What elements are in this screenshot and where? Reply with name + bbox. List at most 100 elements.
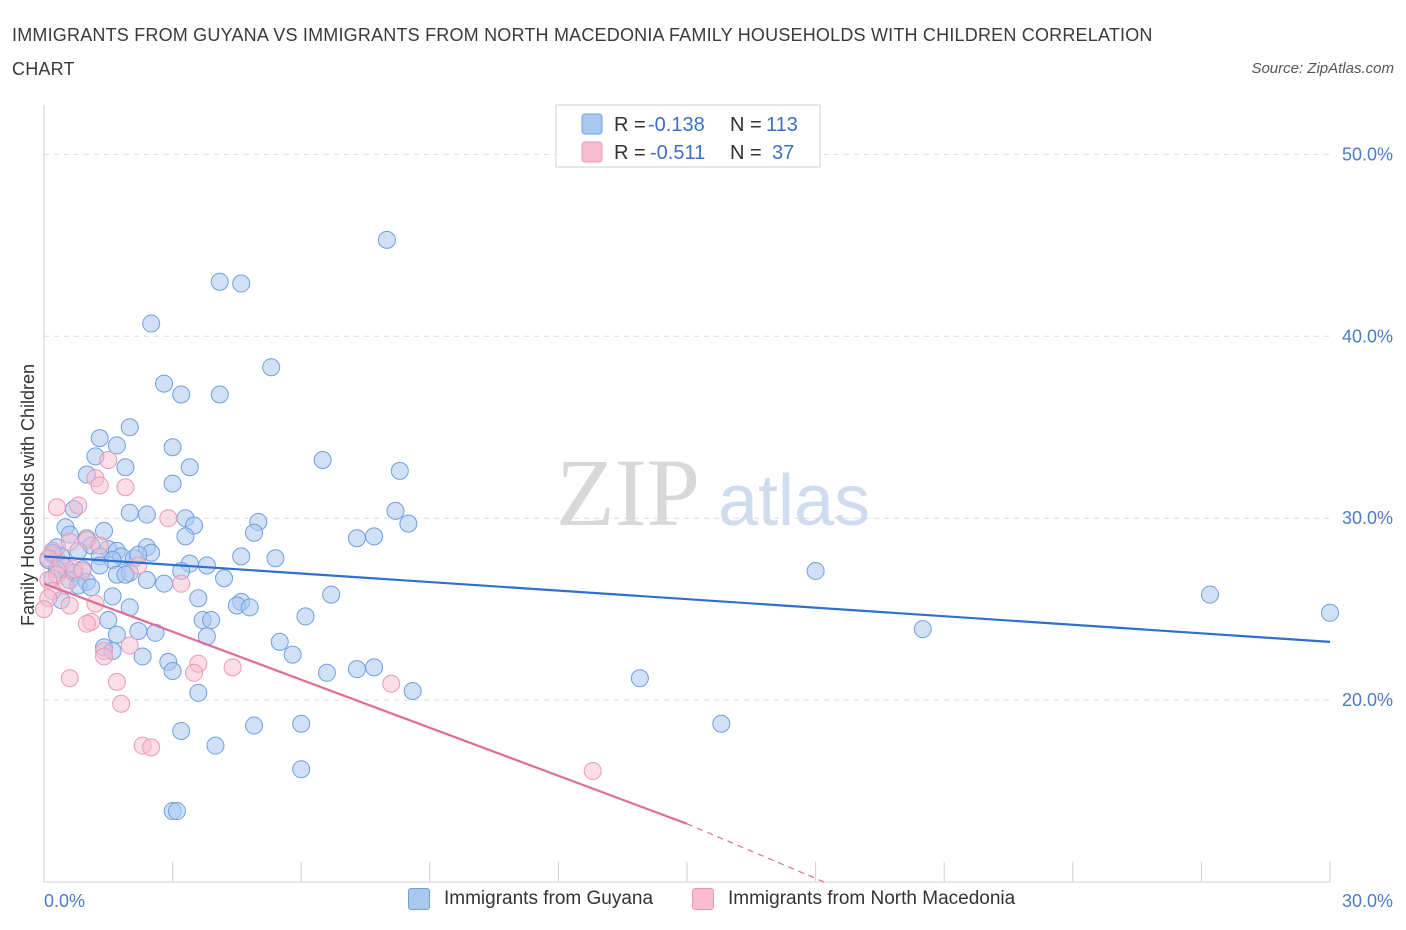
macedonia-point <box>159 509 178 528</box>
guyana-point <box>1200 585 1219 604</box>
guyana-point <box>133 647 152 666</box>
macedonia-point <box>172 574 191 593</box>
guyana-point <box>347 660 366 679</box>
macedonia-point <box>583 762 602 781</box>
watermark-atlas: atlas <box>718 461 870 541</box>
macedonia-point <box>112 694 131 713</box>
guyana-point <box>399 514 418 533</box>
guyana-point <box>107 436 126 455</box>
legend-r-label-1: R = <box>614 114 646 136</box>
legend-n-value-2: 37 <box>772 142 794 164</box>
macedonia-trend-extension <box>686 823 825 883</box>
guyana-point <box>120 503 139 522</box>
guyana-point <box>232 547 251 566</box>
macedonia-point <box>107 672 126 691</box>
macedonia-point <box>99 450 118 469</box>
guyana-point <box>167 802 186 821</box>
swatch-macedonia <box>692 888 714 910</box>
macedonia-point <box>77 614 96 633</box>
guyana-point <box>180 458 199 477</box>
guyana-point <box>215 569 234 588</box>
macedonia-point <box>69 496 88 515</box>
guyana-point <box>120 418 139 437</box>
y-axis-label: Family Households with Children <box>18 364 38 626</box>
guyana-point <box>245 716 264 735</box>
guyana-point <box>322 585 341 604</box>
macedonia-point <box>60 596 79 615</box>
macedonia-point <box>382 674 401 693</box>
guyana-point <box>347 529 366 548</box>
legend-label-guyana: Immigrants from Guyana <box>444 888 654 909</box>
legend-r-value-1: -0.138 <box>648 114 705 136</box>
tick-labels: 20.0% 30.0% 40.0% 50.0% 0.0% 30.0% <box>44 144 1393 911</box>
legend-n-value-1: 113 <box>766 114 798 136</box>
guyana-point <box>137 505 156 524</box>
guyana-point <box>806 561 825 580</box>
guyana-point <box>317 663 336 682</box>
guyana-point <box>137 571 156 590</box>
macedonia-point <box>185 663 204 682</box>
guyana-point <box>172 385 191 404</box>
guyana-point <box>712 714 731 733</box>
guyana-point <box>142 314 161 333</box>
y-tick-label: 40.0% <box>1342 326 1393 346</box>
macedonia-point <box>142 738 161 757</box>
grid <box>44 153 1330 701</box>
macedonia-points <box>35 450 602 781</box>
legend-label-macedonia: Immigrants from North Macedonia <box>728 888 1016 909</box>
guyana-point <box>90 429 109 448</box>
legend-item-macedonia: Immigrants from North Macedonia <box>692 888 1015 910</box>
guyana-point <box>292 714 311 733</box>
guyana-point <box>155 574 174 593</box>
macedonia-point <box>129 556 148 575</box>
guyana-point <box>210 272 229 291</box>
guyana-point <box>365 527 384 546</box>
macedonia-trend-line <box>43 582 688 825</box>
macedonia-point <box>95 647 114 666</box>
guyana-point <box>1321 603 1339 622</box>
chart-title: IMMIGRANTS FROM GUYANA VS IMMIGRANTS FRO… <box>12 25 1153 79</box>
guyana-trend-line <box>43 555 1331 643</box>
legend-r-label-2: R = <box>614 142 646 164</box>
guyana-point <box>210 385 229 404</box>
legend-swatch-guyana <box>581 113 603 135</box>
guyana-point <box>240 598 259 617</box>
chart-source: Source: ZipAtlas.com <box>1251 60 1394 77</box>
macedonia-point <box>60 532 79 551</box>
x-tick-label: 0.0% <box>44 891 85 911</box>
guyana-point <box>630 669 649 688</box>
y-tick-label: 50.0% <box>1342 144 1393 164</box>
guyana-point <box>172 722 191 741</box>
guyana-point <box>155 374 174 393</box>
guyana-point <box>116 458 135 477</box>
guyana-point <box>163 474 182 493</box>
y-tick-label: 30.0% <box>1342 508 1393 528</box>
guyana-point <box>176 527 195 546</box>
guyana-point <box>163 661 182 680</box>
guyana-point <box>103 587 122 606</box>
guyana-point <box>390 461 409 480</box>
guyana-point <box>189 683 208 702</box>
legend-swatch-macedonia <box>581 141 603 163</box>
guyana-point <box>377 230 396 249</box>
guyana-point <box>116 565 135 584</box>
macedonia-point <box>116 478 135 497</box>
guyana-point <box>270 632 289 651</box>
legend-r-value-2: -0.511 <box>650 142 705 164</box>
macedonia-point <box>47 498 66 517</box>
watermark-zip: ZIP <box>556 439 700 546</box>
x-tick-label: 30.0% <box>1342 891 1393 911</box>
guyana-point <box>386 501 405 520</box>
guyana-point <box>262 358 281 377</box>
guyana-point <box>283 645 302 664</box>
macedonia-point <box>73 561 92 580</box>
legend-n-label-1: N = <box>730 114 762 136</box>
legend-n-label-2: N = <box>730 142 762 164</box>
guyana-point <box>913 620 932 639</box>
swatch-guyana <box>408 888 430 910</box>
guyana-point <box>266 549 285 568</box>
guyana-point <box>189 589 208 608</box>
macedonia-point <box>120 636 139 655</box>
guyana-point <box>403 682 422 700</box>
